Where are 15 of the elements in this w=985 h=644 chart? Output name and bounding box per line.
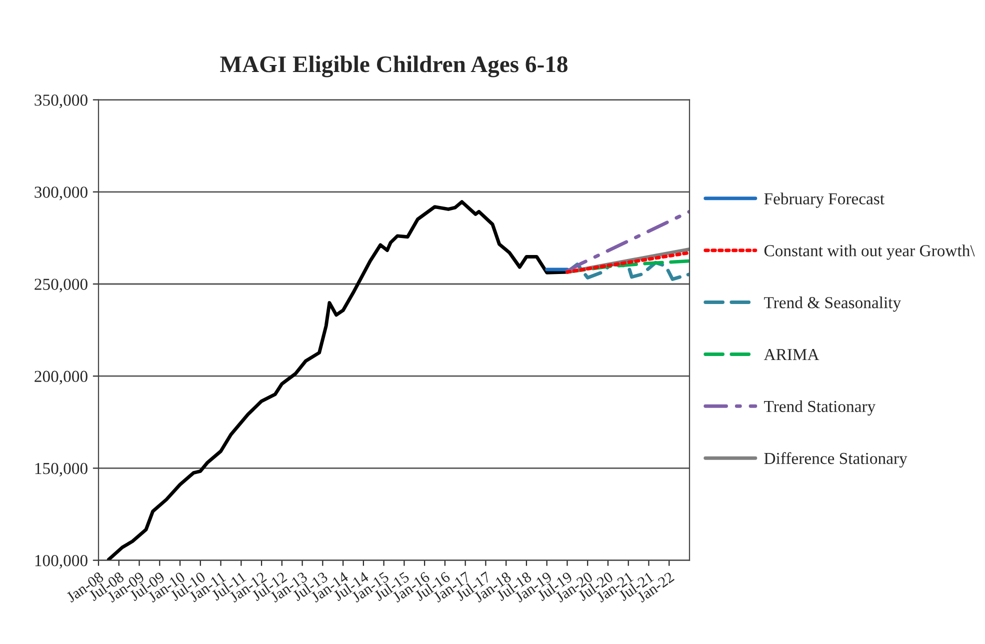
y-tick-label: 200,000	[34, 370, 88, 384]
line-series	[565, 260, 690, 281]
y-tick-label: 100,000	[35, 554, 88, 569]
y-tick-label: 150,000	[35, 462, 88, 477]
legend-label: Trend Stationary	[764, 400, 876, 416]
y-tick-label: 350,000	[34, 94, 88, 108]
y-tick-label: 300,000	[34, 186, 88, 200]
legend-label: Trend & Seasonality	[764, 296, 902, 312]
legend-label: ARIMA	[764, 349, 820, 360]
legend-label: Constant with out year Growth\	[764, 244, 975, 260]
line-series	[106, 200, 569, 560]
y-tick-label: 250,000	[34, 278, 88, 292]
legend-label: Difference Stationary	[764, 452, 908, 468]
chart-title: MAGI Eligible Children Ages 6-18	[220, 56, 568, 78]
legend-label: February Forecast	[764, 192, 884, 208]
